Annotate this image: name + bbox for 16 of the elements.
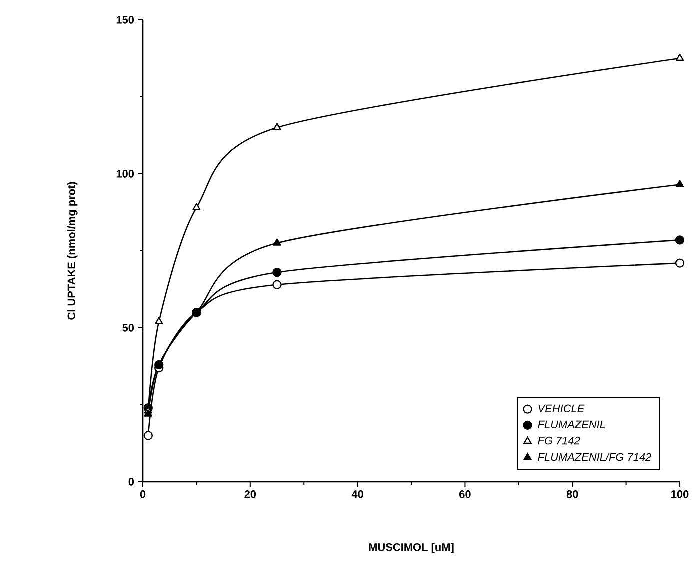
- y-tick-label: 0: [128, 478, 134, 486]
- y-tick-label: 100: [116, 170, 134, 178]
- x-axis-title: MUSCIMOL [uM]: [369, 543, 454, 554]
- x-tick-label: 80: [566, 490, 578, 498]
- legend-label: FLUMAZENIL/FG 7142: [538, 453, 652, 462]
- y-axis-title: Cl UPTAKE (nmol/mg prot): [67, 182, 78, 320]
- legend-label: FLUMAZENIL: [538, 420, 606, 429]
- x-tick-label: 20: [244, 490, 256, 498]
- x-tick-label: 0: [140, 490, 146, 498]
- y-tick-label: 50: [122, 324, 134, 332]
- x-tick-label: 40: [352, 490, 364, 498]
- legend-label: VEHICLE: [538, 404, 585, 413]
- x-tick-label: 100: [672, 490, 689, 498]
- legend-label: FG 7142: [538, 436, 580, 445]
- y-tick-label: 150: [116, 16, 134, 24]
- x-tick-label: 60: [460, 490, 471, 498]
